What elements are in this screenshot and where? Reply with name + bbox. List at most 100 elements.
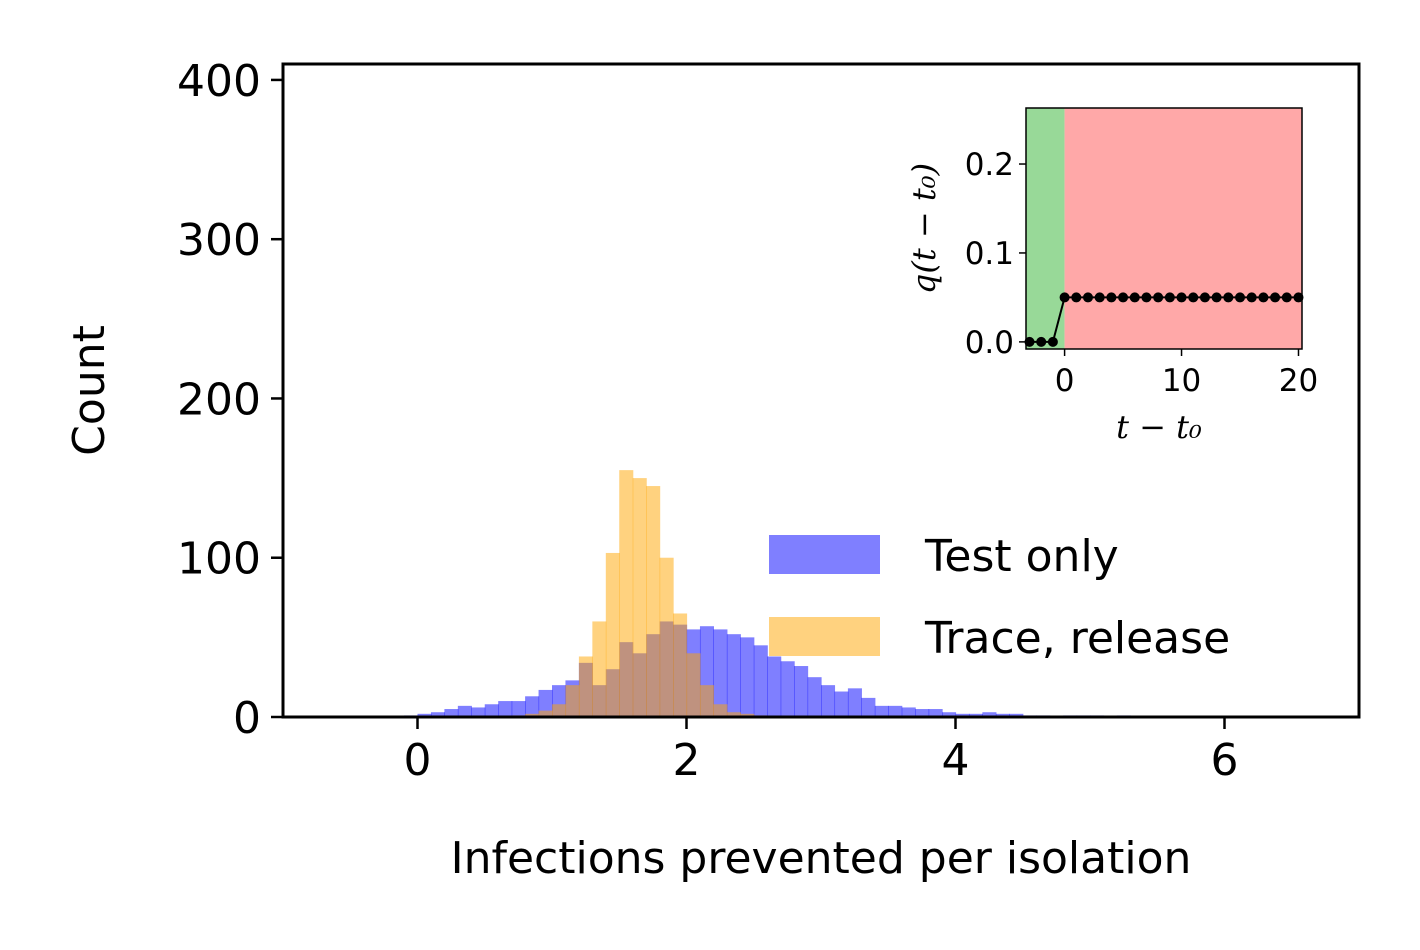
shaded-region	[1064, 108, 1302, 349]
x-tick-label: 4	[942, 735, 970, 786]
histogram-bar	[592, 621, 607, 717]
histogram-bar	[457, 705, 472, 717]
inset-point	[1106, 292, 1117, 303]
inset-point	[1071, 292, 1082, 303]
inset-point	[1141, 292, 1152, 303]
histogram-bar	[968, 713, 983, 717]
legend-swatch	[769, 617, 880, 656]
x-tick-label: 0	[404, 735, 432, 786]
series-2-bars	[511, 470, 768, 717]
x-axis-ticks: 0 2 4 6	[404, 717, 1239, 786]
inset-point	[1082, 292, 1093, 303]
inset-y-axis-ticks: 0.0 0.1 0.2	[965, 147, 1026, 361]
histogram-bar	[901, 707, 916, 717]
histogram-bar	[740, 713, 755, 717]
histogram-bar	[417, 713, 432, 717]
histogram-bar	[726, 634, 741, 717]
histogram-bar	[538, 689, 553, 717]
inset-point	[1164, 292, 1175, 303]
inset-x-axis-ticks: 0 10 20	[1055, 349, 1318, 399]
inset-x-tick-label: 0	[1055, 363, 1075, 399]
y-tick-label: 400	[177, 56, 261, 107]
inset-point	[1036, 336, 1047, 347]
x-axis-label: Infections prevented per isolation	[451, 833, 1192, 884]
histogram-bar	[552, 704, 567, 717]
histogram-bar	[686, 653, 701, 717]
histogram-bar	[928, 709, 943, 717]
inset-x-tick-label: 20	[1279, 363, 1318, 399]
y-axis-label: Count	[64, 325, 115, 456]
histogram-bar	[726, 712, 741, 717]
inset-point	[1235, 292, 1246, 303]
inset-y-tick-label: 0.2	[965, 147, 1014, 183]
x-tick-label: 2	[673, 735, 701, 786]
legend: Test only Trace, release	[769, 531, 1230, 664]
y-tick-label: 300	[177, 215, 261, 266]
histogram-bar	[861, 697, 876, 717]
histogram-bar	[713, 629, 728, 717]
inset-point	[1270, 292, 1281, 303]
histogram-bar	[834, 691, 849, 717]
histogram-bar	[780, 661, 795, 717]
histogram-bar	[942, 712, 957, 717]
histogram-bar	[484, 704, 499, 717]
histogram-bar	[471, 707, 486, 717]
histogram-bar	[430, 712, 445, 717]
inset-point	[1293, 292, 1304, 303]
histogram-bar	[807, 677, 822, 717]
histogram-bar	[699, 685, 714, 717]
inset-point	[1258, 292, 1269, 303]
inset-point	[1024, 336, 1035, 347]
histogram-bar	[525, 713, 540, 717]
histogram-bar	[565, 685, 580, 717]
inset-point	[1211, 292, 1222, 303]
inset-frame	[1025, 107, 1303, 350]
inset-x-axis-label: t − t₀	[1116, 408, 1202, 446]
histogram-bar	[673, 613, 688, 717]
inset-point	[1118, 292, 1129, 303]
inset-point	[1188, 292, 1199, 303]
histogram-bar	[659, 557, 674, 717]
histogram-bar	[847, 688, 862, 717]
histogram-bar	[619, 470, 634, 717]
histogram-bar	[982, 712, 997, 717]
inset-shaded-regions	[1026, 108, 1302, 349]
inset-point	[1223, 292, 1234, 303]
legend-label: Test only	[924, 531, 1119, 582]
inset-point	[1176, 292, 1187, 303]
legend-swatch	[769, 535, 880, 574]
histogram-bar	[444, 709, 459, 717]
inset-y-axis-label: q(t − t₀)	[905, 163, 943, 294]
histogram-bar	[821, 685, 836, 717]
x-tick-label: 6	[1211, 735, 1239, 786]
inset-point	[1199, 292, 1210, 303]
inset-y-tick-label: 0.1	[965, 236, 1014, 272]
y-tick-label: 200	[177, 374, 261, 425]
inset-point	[1094, 292, 1105, 303]
histogram-bar	[740, 637, 755, 717]
inset-chart: 0 10 20 0.0 0.1 0.2 t − t₀ q(t − t₀)	[905, 107, 1318, 446]
histogram-bar	[888, 705, 903, 717]
inset-point	[1246, 292, 1257, 303]
histogram-bar	[874, 705, 889, 717]
histogram-bar	[767, 656, 782, 717]
inset-line-series	[1024, 292, 1304, 347]
histogram-bar	[713, 704, 728, 717]
histogram-bar	[1009, 713, 1024, 717]
histogram-bars	[404, 470, 1131, 717]
histogram-bar	[995, 713, 1010, 717]
histogram-bar	[753, 645, 768, 717]
histogram-bar	[511, 701, 526, 717]
plot-frame	[281, 62, 1361, 719]
inset-point	[1129, 292, 1140, 303]
inset-x-tick-label: 10	[1162, 363, 1201, 399]
inset-point	[1153, 292, 1164, 303]
histogram-bar	[646, 486, 661, 717]
shaded-region	[1026, 108, 1065, 349]
histogram-bar	[794, 666, 809, 717]
y-tick-label: 0	[233, 693, 261, 744]
inset-point	[1059, 292, 1070, 303]
legend-label: Trace, release	[924, 613, 1230, 664]
